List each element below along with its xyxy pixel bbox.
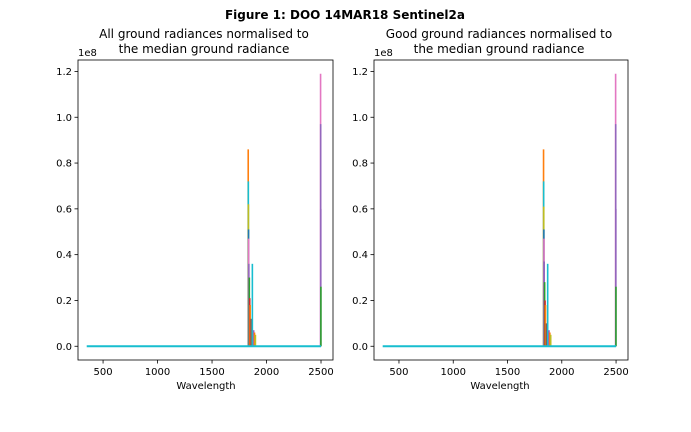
x-tick-label: 1500 (199, 367, 224, 378)
y-offset-label: 1e8 (374, 48, 393, 59)
plot-left: All ground radiances normalised to the m… (56, 27, 334, 392)
y-tick-label: 1.2 (56, 67, 72, 78)
x-axis-label: Wavelength (470, 381, 529, 392)
y-tick-label: 0.2 (352, 296, 368, 307)
x-tick-label: 1000 (145, 367, 170, 378)
x-ticks: 500 1000 1500 2000 2500 (389, 360, 629, 378)
plot-title-line-2: the median ground radiance (119, 42, 290, 56)
y-tick-label: 0.4 (352, 250, 368, 261)
plot-right: Good ground radiances normalised to the … (352, 27, 629, 392)
spikes (542, 73, 617, 347)
plot-title-line-1: Good ground radiances normalised to (386, 27, 612, 41)
spikes (247, 73, 322, 347)
x-tick-label: 2500 (603, 367, 628, 378)
y-tick-label: 0.6 (56, 204, 72, 215)
x-tick-label: 2000 (549, 367, 574, 378)
plot-title-line-1: All ground radiances normalised to (99, 27, 309, 41)
y-tick-label: 0.6 (352, 204, 368, 215)
axes-frame (373, 59, 629, 361)
y-tick-label: 0.0 (56, 342, 72, 353)
x-tick-label: 500 (389, 367, 408, 378)
y-ticks: 0.0 0.2 0.4 0.6 0.8 1.0 1.2 (352, 67, 374, 353)
x-ticks: 500 1000 1500 2000 2500 (94, 360, 334, 378)
x-tick-label: 2000 (254, 367, 279, 378)
y-tick-label: 1.2 (352, 67, 368, 78)
y-tick-label: 1.0 (352, 113, 368, 124)
x-tick-label: 500 (94, 367, 113, 378)
y-ticks: 0.0 0.2 0.4 0.6 0.8 1.0 1.2 (56, 67, 78, 353)
y-tick-label: 0.8 (352, 159, 368, 170)
x-tick-label: 1000 (441, 367, 466, 378)
y-tick-label: 0.2 (56, 296, 72, 307)
x-tick-label: 1500 (495, 367, 520, 378)
plot-title-line-2: the median ground radiance (414, 42, 585, 56)
y-tick-label: 1.0 (56, 113, 72, 124)
figure-title: Figure 1: DOO 14MAR18 Sentinel2a (225, 8, 465, 22)
x-tick-label: 2500 (308, 367, 333, 378)
axes-frame (77, 59, 334, 361)
y-tick-label: 0.0 (352, 342, 368, 353)
y-tick-label: 0.8 (56, 159, 72, 170)
y-tick-label: 0.4 (56, 250, 72, 261)
x-axis-label: Wavelength (176, 381, 235, 392)
y-offset-label: 1e8 (78, 48, 97, 59)
